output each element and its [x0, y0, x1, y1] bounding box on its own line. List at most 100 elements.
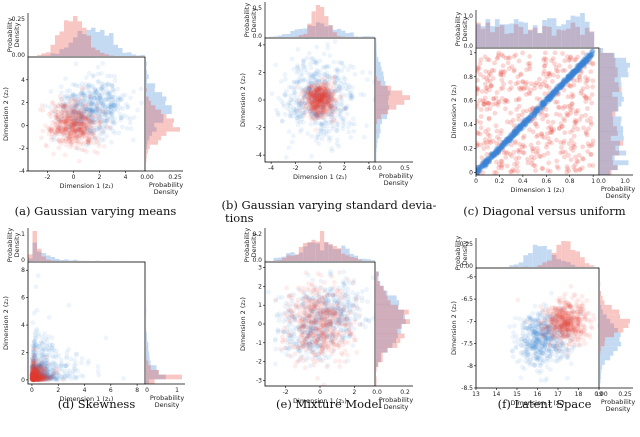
point-blue [103, 106, 109, 112]
point-blue [340, 126, 346, 132]
point-blue [324, 63, 330, 69]
point-blue [577, 61, 583, 68]
point-red [321, 109, 327, 115]
point-blue [87, 124, 93, 130]
point-red [511, 67, 517, 73]
point-red [73, 121, 79, 127]
point-blue [92, 87, 98, 93]
point-blue [71, 363, 77, 369]
point-red [58, 141, 64, 146]
point-red [78, 127, 84, 133]
point-blue [551, 89, 558, 95]
point-red [65, 117, 70, 123]
hist-top-bar-blue [362, 36, 367, 37]
point-red [486, 115, 492, 121]
point-blue [563, 78, 569, 84]
point-blue [97, 92, 103, 98]
point-blue [84, 106, 89, 112]
point-red [510, 117, 516, 123]
point-red [68, 115, 74, 121]
point-red [535, 140, 541, 146]
point-red [573, 120, 579, 126]
point-blue [51, 361, 57, 367]
point-blue [537, 106, 543, 112]
point-blue [570, 71, 576, 77]
point-blue [316, 79, 322, 85]
point-blue [506, 136, 512, 142]
point-red [88, 125, 94, 131]
point-blue [305, 90, 310, 95]
point-red [499, 128, 504, 134]
point-blue [542, 98, 549, 104]
point-red [68, 126, 74, 132]
point-red [567, 57, 573, 63]
point-blue [88, 100, 93, 106]
point-blue [549, 91, 555, 97]
point-blue [508, 137, 514, 143]
point-blue [517, 125, 523, 131]
marginal-tick-label: 1 [21, 231, 25, 238]
point-red [78, 141, 83, 147]
point-blue [90, 101, 96, 106]
point-blue [40, 348, 46, 354]
point-red [315, 104, 321, 110]
point-blue [542, 96, 549, 102]
point-red [519, 85, 524, 91]
point-red [319, 100, 325, 105]
point-blue [96, 98, 101, 103]
point-red [73, 114, 79, 120]
point-red [494, 56, 500, 62]
point-blue [539, 99, 546, 106]
point-red [315, 99, 320, 105]
point-red [325, 98, 331, 103]
point-blue [559, 82, 565, 88]
point-blue [75, 97, 81, 103]
point-red [554, 68, 559, 73]
point-blue [499, 142, 505, 148]
point-red [338, 94, 344, 99]
point-red [342, 106, 347, 112]
point-red [538, 153, 544, 159]
point-blue [314, 94, 320, 99]
y-tick-label: 8 [21, 267, 25, 274]
panel-caption: (a) Gaussian varying means [15, 204, 177, 218]
hist-top-bar-blue [485, 19, 491, 47]
point-blue [312, 58, 318, 63]
point-blue [573, 68, 579, 74]
point-red [84, 125, 90, 131]
point-red [528, 142, 534, 148]
point-red [71, 117, 77, 123]
point-blue [310, 111, 316, 117]
point-red [527, 127, 532, 133]
point-red [85, 116, 90, 122]
point-blue [92, 95, 98, 101]
point-red [332, 104, 338, 110]
hist-right-bar-blue [600, 155, 615, 161]
point-blue [341, 80, 347, 85]
point-blue [74, 83, 79, 89]
point-red [483, 140, 489, 146]
point-red [317, 86, 322, 92]
point-red [576, 74, 582, 80]
point-blue [526, 116, 532, 122]
point-blue [103, 96, 109, 102]
point-red [83, 116, 89, 122]
point-blue [489, 151, 495, 157]
point-red [307, 84, 313, 90]
point-blue [101, 137, 106, 143]
point-red [332, 98, 338, 104]
point-blue [310, 99, 316, 105]
point-blue [577, 64, 584, 70]
point-blue [85, 94, 91, 100]
point-red [68, 105, 73, 110]
point-blue [46, 315, 52, 320]
point-blue [313, 92, 319, 97]
point-blue [100, 81, 106, 87]
point-red [301, 93, 307, 98]
point-blue [544, 95, 551, 101]
point-blue [43, 366, 49, 372]
point-blue [533, 106, 539, 112]
point-blue [324, 70, 329, 75]
point-red [320, 104, 326, 110]
point-blue [104, 118, 110, 124]
